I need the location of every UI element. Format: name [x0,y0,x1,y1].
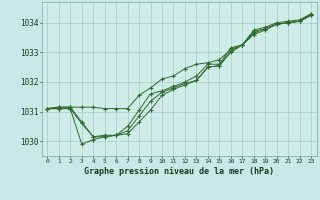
X-axis label: Graphe pression niveau de la mer (hPa): Graphe pression niveau de la mer (hPa) [84,167,274,176]
